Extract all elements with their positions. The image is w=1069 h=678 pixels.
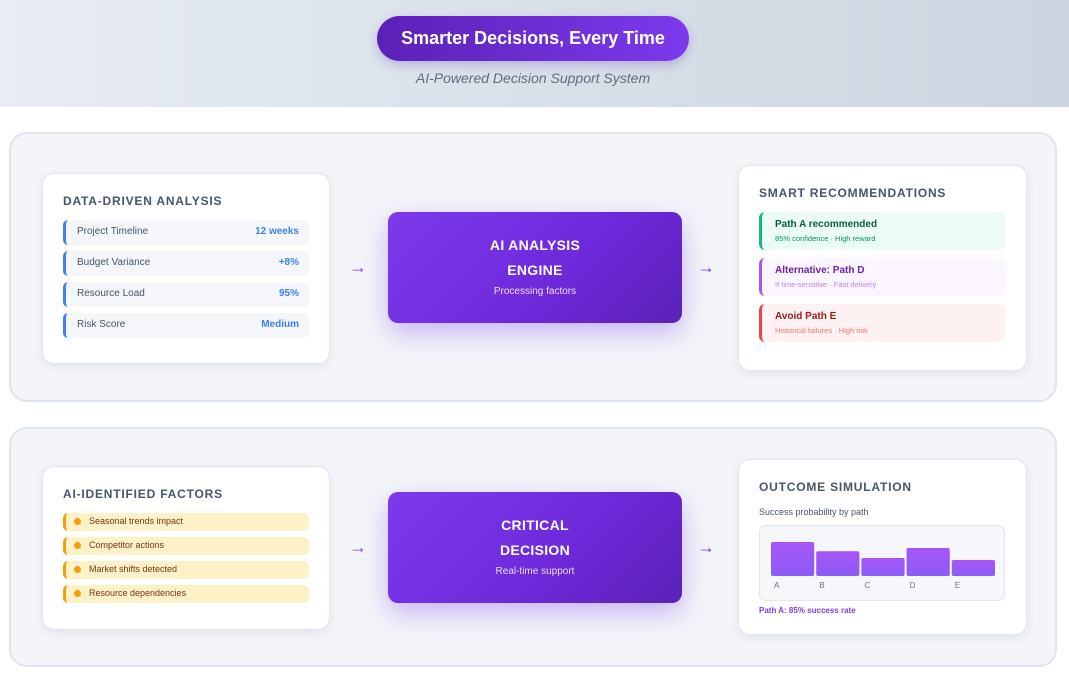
engine-title-line1: AI ANALYSIS: [489, 237, 581, 253]
chart-bar-a: [771, 542, 815, 576]
factor-text: Seasonal trends impact: [89, 516, 184, 526]
recommendation-heading: Avoid Path E: [775, 311, 837, 322]
decision-title-line1: CRITICAL: [501, 517, 569, 533]
factor-text: Market shifts detected: [89, 564, 178, 574]
metric-label: Risk Score: [77, 319, 126, 330]
page-subtitle: AI-Powered Decision Support System: [415, 70, 651, 86]
metric-label: Project Timeline: [77, 226, 149, 237]
chart-bar-e: [951, 560, 995, 576]
recommendation-detail: Historical failures · High risk: [775, 326, 868, 335]
chart-tick-label: C: [864, 581, 870, 590]
data-analysis-title: DATA-DRIVEN ANALYSIS: [63, 194, 223, 208]
factor-item: Competitor actions: [63, 537, 309, 555]
recommendation-item: Avoid Path E Historical failures · High …: [759, 304, 1005, 342]
chart-tick-label: E: [955, 581, 960, 590]
flow-arrow-icon: →: [697, 537, 715, 557]
flow-arrow-icon: →: [697, 257, 715, 277]
recommendation-heading: Alternative: Path D: [775, 265, 865, 276]
metric-value: +8%: [278, 257, 299, 268]
factor-item: Resource dependencies: [63, 585, 309, 603]
ai-engine-box: AI ANALYSIS ENGINE Processing factors: [388, 212, 682, 323]
recommendation-heading: Path A recommended: [775, 219, 878, 230]
factor-item: Seasonal trends impact: [63, 513, 309, 531]
chart-tick-label: A: [774, 581, 780, 590]
critical-decision-box: CRITICAL DECISION Real-time support: [388, 492, 682, 603]
chart-bar-d: [906, 548, 950, 576]
metric-label: Budget Variance: [77, 257, 151, 268]
page-title: Smarter Decisions, Every Time: [377, 16, 689, 61]
factors-title: AI-IDENTIFIED FACTORS: [63, 487, 223, 501]
decision-title-line2: DECISION: [499, 542, 571, 558]
metric-value: Medium: [261, 319, 299, 330]
chart-tick-label: B: [819, 581, 824, 590]
decision-flow-panel: AI-IDENTIFIED FACTORS Seasonal trends im…: [9, 427, 1057, 667]
data-analysis-card: DATA-DRIVEN ANALYSIS Project Timeline 12…: [42, 173, 330, 364]
simulation-footer: Path A: 85% success rate: [759, 606, 856, 615]
success-chart: A B C D E: [759, 525, 1005, 601]
chart-bar-c: [861, 558, 905, 576]
outcome-simulation-card: OUTCOME SIMULATION Success probability b…: [738, 459, 1027, 635]
engine-title-line2: ENGINE: [507, 262, 563, 278]
bullet-dot-icon: [74, 518, 81, 525]
flow-arrow-icon: →: [349, 537, 367, 557]
metric-row: Project Timeline 12 weeks: [63, 220, 309, 245]
bullet-dot-icon: [74, 542, 81, 549]
metric-label: Resource Load: [77, 288, 145, 299]
factor-text: Competitor actions: [89, 540, 165, 550]
metric-row: Budget Variance +8%: [63, 251, 309, 276]
bullet-dot-icon: [74, 590, 81, 597]
simulation-title: OUTCOME SIMULATION: [759, 480, 912, 494]
recommendations-title: SMART RECOMMENDATIONS: [759, 186, 947, 200]
simulation-label: Success probability by path: [759, 507, 869, 517]
flow-arrow-icon: →: [349, 257, 367, 277]
bullet-dot-icon: [74, 566, 81, 573]
success-bar-chart: A B C D E: [771, 542, 995, 590]
decision-caption: Real-time support: [495, 566, 575, 577]
recommendation-detail: 85% confidence · High reward: [775, 234, 876, 243]
recommendations-card: SMART RECOMMENDATIONS Path A recommended…: [738, 165, 1027, 371]
metric-value: 95%: [278, 288, 299, 299]
metric-row: Resource Load 95%: [63, 282, 309, 307]
engine-caption: Processing factors: [493, 286, 577, 297]
metric-row: Risk Score Medium: [63, 313, 309, 338]
factors-card: AI-IDENTIFIED FACTORS Seasonal trends im…: [42, 466, 330, 630]
recommendation-item: Path A recommended 85% confidence · High…: [759, 212, 1005, 250]
header-banner: Smarter Decisions, Every Time AI-Powered…: [0, 0, 1069, 107]
chart-bar-b: [816, 551, 860, 576]
analysis-flow-panel: DATA-DRIVEN ANALYSIS Project Timeline 12…: [9, 132, 1057, 402]
factor-text: Resource dependencies: [89, 588, 187, 598]
metric-value: 12 weeks: [255, 226, 299, 237]
factor-item: Market shifts detected: [63, 561, 309, 579]
recommendation-detail: If time-sensitive · Fast delivery: [775, 280, 877, 289]
recommendation-item: Alternative: Path D If time-sensitive · …: [759, 258, 1005, 296]
chart-tick-label: D: [910, 581, 916, 590]
